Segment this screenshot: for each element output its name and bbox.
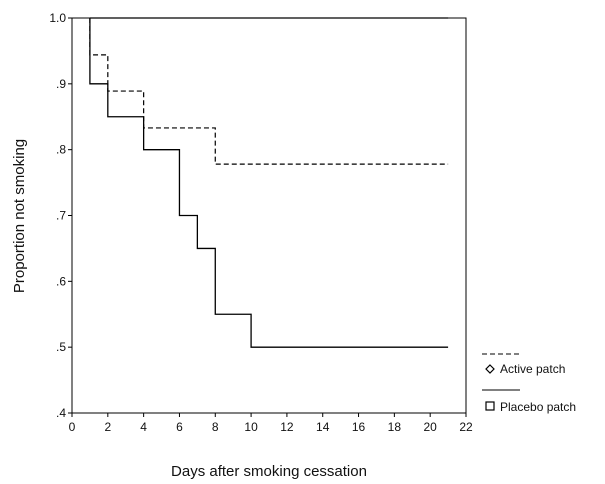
y-axis-ticks: .4 .5 .6 .7 .8 .9 1.0 [49,11,72,420]
legend: Active patch Placebo patch [482,353,576,414]
y-tick-label: .8 [56,143,66,157]
y-tick-label: .9 [56,77,66,91]
y-axis-title: Proportion not smoking [11,139,28,293]
plot-frame [71,17,467,414]
x-tick-label: 12 [280,420,294,434]
y-tick-label: 1.0 [49,11,66,25]
x-tick-label: 14 [316,420,330,434]
legend-placebo-square-icon [485,401,495,411]
y-tick-label: .7 [56,209,66,223]
x-tick-label: 20 [424,420,438,434]
x-axis-title: Days after smoking cessation [171,463,367,480]
x-axis-ticks: 0 2 4 6 8 10 12 14 16 18 20 22 [69,413,473,434]
legend-placebo-label: Placebo patch [500,400,576,414]
x-tick-label: 22 [459,420,473,434]
legend-active-label: Active patch [500,362,565,376]
x-tick-label: 8 [212,420,219,434]
series-placebo-patch-line [89,18,449,348]
x-tick-label: 18 [388,420,402,434]
y-tick-label: .6 [56,274,66,288]
legend-active-diamond-icon [485,364,495,374]
y-tick-label: .5 [56,340,66,354]
y-tick-label: .4 [56,406,66,420]
x-tick-label: 0 [69,420,76,434]
x-tick-label: 16 [352,420,366,434]
x-tick-label: 10 [244,420,258,434]
x-tick-label: 6 [176,420,183,434]
x-tick-label: 4 [140,420,147,434]
series-lines [89,17,449,348]
x-tick-label: 2 [104,420,111,434]
series-active-patch-line [89,18,449,165]
